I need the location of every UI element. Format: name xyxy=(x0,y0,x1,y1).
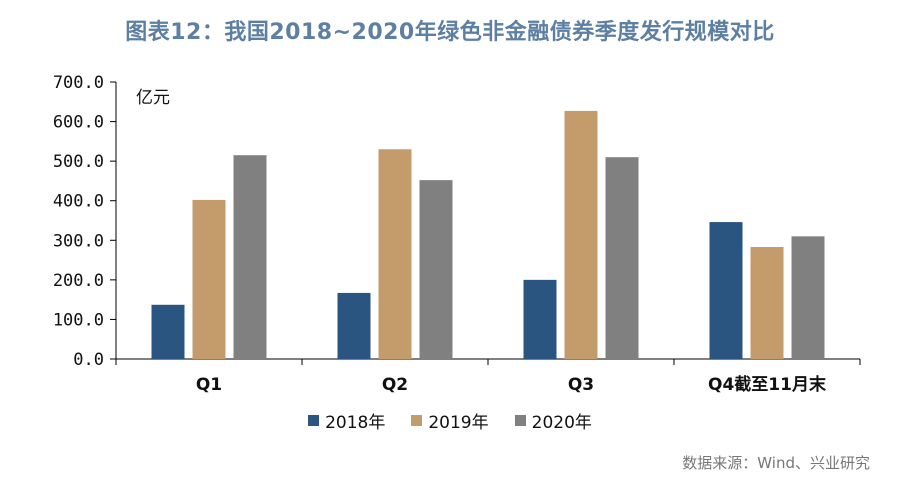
bar-2020年-Q3 xyxy=(605,157,639,359)
y-axis-unit: 亿元 xyxy=(136,88,170,108)
bar-2020年-Q4截至11月末 xyxy=(791,236,825,359)
bar-2019年-Q3 xyxy=(564,110,598,359)
bar-2018年-Q2 xyxy=(337,292,371,359)
y-tick-label: 300.0 xyxy=(53,231,104,251)
legend-item: 2019年 xyxy=(411,408,489,433)
x-category-label: Q3 xyxy=(568,375,594,395)
chart-title: 图表12：我国2018~2020年绿色非金融债券季度发行规模对比 xyxy=(125,20,775,45)
legend-item: 2018年 xyxy=(308,408,385,433)
bar-2018年-Q4截至11月末 xyxy=(709,222,743,359)
legend-swatch xyxy=(514,415,526,426)
legend-swatch xyxy=(411,415,423,426)
bar-2018年-Q3 xyxy=(523,279,557,359)
x-category-label: Q1 xyxy=(196,375,222,395)
y-tick-label: 200.0 xyxy=(53,271,104,291)
y-tick-label: 100.0 xyxy=(53,310,104,330)
legend-label: 2019年 xyxy=(428,413,489,433)
y-tick-label: 500.0 xyxy=(53,152,104,172)
bar-2018年-Q1 xyxy=(151,304,185,359)
source-note: 数据来源：Wind、兴业研究 xyxy=(682,454,870,472)
bar-2020年-Q1 xyxy=(233,155,267,359)
y-tick-label: 400.0 xyxy=(53,192,104,212)
y-tick-label: 600.0 xyxy=(53,113,104,133)
legend-item: 2020年 xyxy=(514,408,592,433)
bar-2019年-Q2 xyxy=(378,149,412,359)
bar-2019年-Q4截至11月末 xyxy=(750,247,784,359)
x-category-label: Q2 xyxy=(382,375,408,395)
legend: 2018年 2019年 2020年 xyxy=(0,408,900,433)
y-tick-label: 0.0 xyxy=(73,350,104,370)
legend-label: 2020年 xyxy=(531,413,592,433)
x-category-label: Q4截至11月末 xyxy=(708,374,827,395)
bar-2020年-Q2 xyxy=(419,180,453,359)
legend-swatch xyxy=(308,415,320,426)
legend-label: 2018年 xyxy=(325,413,386,433)
bar-2019年-Q1 xyxy=(192,199,226,359)
y-tick-label: 700.0 xyxy=(53,73,104,93)
